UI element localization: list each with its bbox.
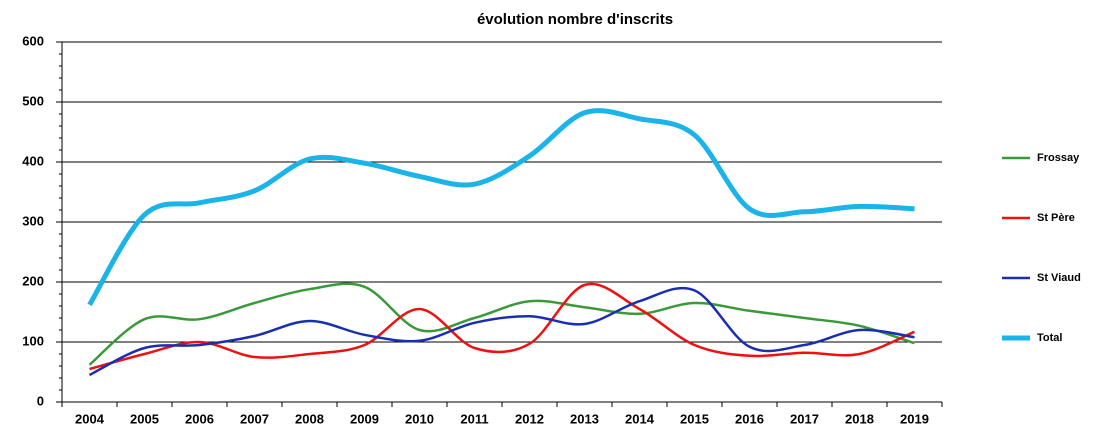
line-series	[88, 282, 915, 366]
y-tick-label: 300	[22, 213, 44, 228]
x-tick-label: 2009	[350, 411, 379, 426]
legend-label: St Père	[1037, 212, 1075, 224]
legend-label: St Viaud	[1037, 272, 1081, 284]
legend-label: Total	[1037, 332, 1062, 344]
x-tick-label: 2011	[460, 411, 488, 426]
x-tick-label: 2017	[790, 411, 819, 426]
x-tick-label: 2007	[240, 411, 269, 426]
y-tick-label: 0	[37, 393, 44, 408]
x-tick-label: 2010	[405, 411, 434, 426]
x-tick-label: 2005	[130, 411, 159, 426]
y-tick-label: 100	[22, 333, 44, 348]
line-series	[87, 108, 915, 307]
x-tick-label: 2019	[900, 411, 929, 426]
line-series	[88, 286, 915, 377]
line-series	[89, 282, 915, 371]
x-tick-label: 2012	[515, 411, 544, 426]
x-tick-label: 2004	[75, 411, 105, 426]
x-tick-label: 2018	[845, 411, 874, 426]
x-tick-label: 2006	[185, 411, 214, 426]
x-tick-label: 2014	[625, 411, 655, 426]
x-tick-label: 2013	[570, 411, 599, 426]
y-tick-label: 400	[22, 153, 44, 168]
legend-label: Frossay	[1037, 152, 1080, 164]
y-tick-label: 500	[22, 93, 44, 108]
x-tick-label: 2008	[295, 411, 324, 426]
chart-title: évolution nombre d'inscrits	[477, 11, 673, 28]
y-tick-label: 200	[22, 273, 44, 288]
x-tick-label: 2016	[735, 411, 764, 426]
y-tick-label: 600	[22, 33, 44, 48]
x-tick-label: 2015	[680, 411, 709, 426]
